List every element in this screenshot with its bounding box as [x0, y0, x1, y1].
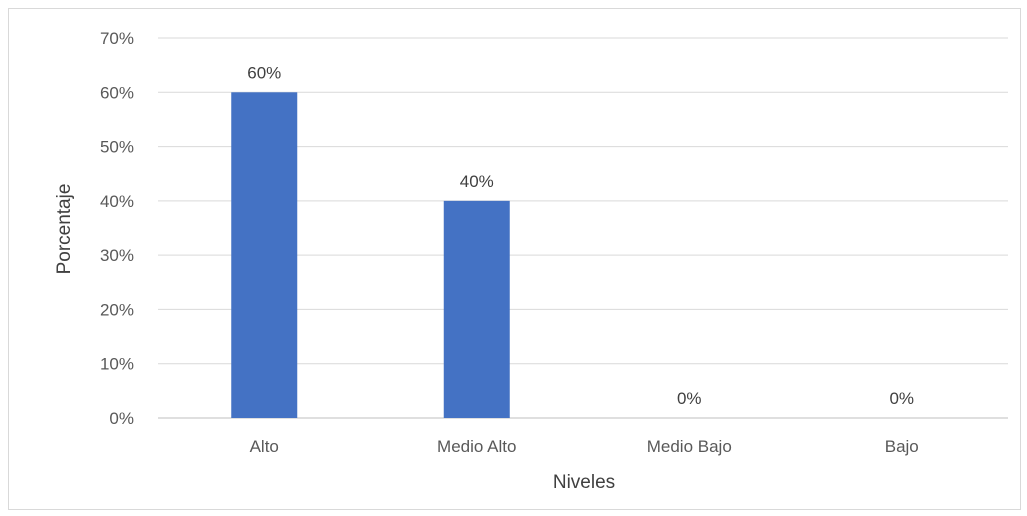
y-tick-label: 70%: [100, 29, 134, 48]
data-labels: 60% 40% 0% 0%: [247, 63, 914, 408]
data-label: 0%: [677, 389, 702, 408]
x-tick-label: Medio Bajo: [647, 437, 732, 456]
bar: [231, 92, 298, 419]
x-axis-ticks: Alto Medio Alto Medio Bajo Bajo: [250, 437, 919, 456]
y-tick-label: 30%: [100, 246, 134, 265]
x-tick-label: Alto: [250, 437, 279, 456]
y-tick-label: 50%: [100, 138, 134, 157]
y-axis-ticks: 0% 10% 20% 30% 40% 50% 60% 70%: [100, 29, 134, 428]
data-label: 60%: [247, 63, 281, 82]
y-tick-label: 0%: [109, 409, 134, 428]
y-tick-label: 10%: [100, 355, 134, 374]
y-tick-label: 60%: [100, 83, 134, 102]
bars: [231, 92, 510, 419]
data-label: 0%: [889, 389, 914, 408]
bar: [443, 200, 510, 418]
chart-frame: [8, 8, 1021, 510]
x-axis-title: Niveles: [553, 472, 615, 493]
y-axis-title: Porcentaje: [54, 184, 75, 275]
y-tick-label: 20%: [100, 300, 134, 319]
data-label: 40%: [460, 172, 494, 191]
gridlines: [158, 37, 1008, 419]
x-tick-label: Medio Alto: [437, 437, 516, 456]
y-tick-label: 40%: [100, 192, 134, 211]
x-tick-label: Bajo: [885, 437, 919, 456]
